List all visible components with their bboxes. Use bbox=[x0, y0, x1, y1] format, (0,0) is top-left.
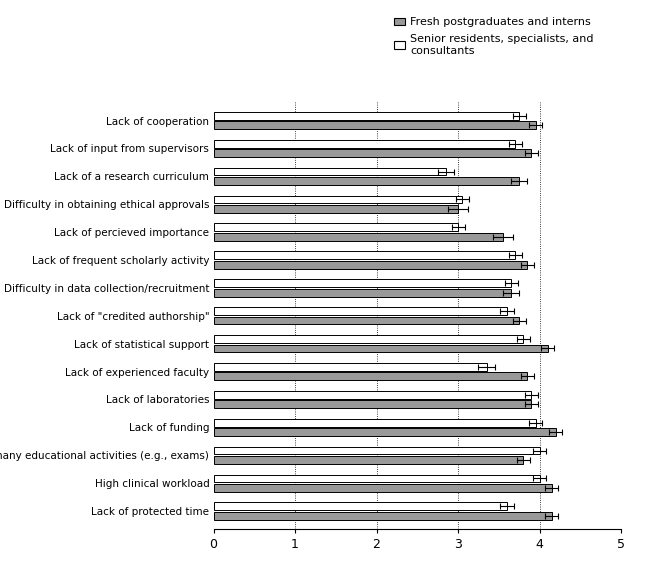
Legend: Fresh postgraduates and interns, Senior residents, specialists, and
consultants: Fresh postgraduates and interns, Senior … bbox=[390, 14, 597, 59]
Bar bbox=[214, 196, 462, 203]
Bar bbox=[214, 401, 531, 408]
Bar bbox=[214, 419, 536, 427]
Bar bbox=[214, 288, 511, 296]
Bar bbox=[214, 168, 446, 175]
Bar bbox=[214, 149, 531, 157]
Bar bbox=[214, 261, 527, 269]
Bar bbox=[214, 475, 540, 483]
Bar bbox=[214, 112, 520, 119]
Bar bbox=[214, 251, 515, 259]
Bar bbox=[214, 233, 503, 241]
Bar bbox=[214, 447, 540, 455]
Bar bbox=[214, 391, 531, 399]
Bar bbox=[214, 307, 507, 315]
Bar bbox=[214, 279, 511, 287]
Bar bbox=[214, 140, 515, 147]
Bar bbox=[214, 205, 458, 213]
Bar bbox=[214, 484, 552, 492]
Bar bbox=[214, 428, 556, 436]
Bar bbox=[214, 373, 527, 380]
Bar bbox=[214, 316, 520, 324]
Bar bbox=[214, 224, 458, 231]
Bar bbox=[214, 363, 487, 371]
Bar bbox=[214, 502, 507, 510]
Bar bbox=[214, 121, 536, 129]
Bar bbox=[214, 512, 552, 519]
Bar bbox=[214, 335, 523, 343]
Bar bbox=[214, 344, 548, 352]
Bar bbox=[214, 177, 520, 185]
Bar bbox=[214, 456, 523, 464]
